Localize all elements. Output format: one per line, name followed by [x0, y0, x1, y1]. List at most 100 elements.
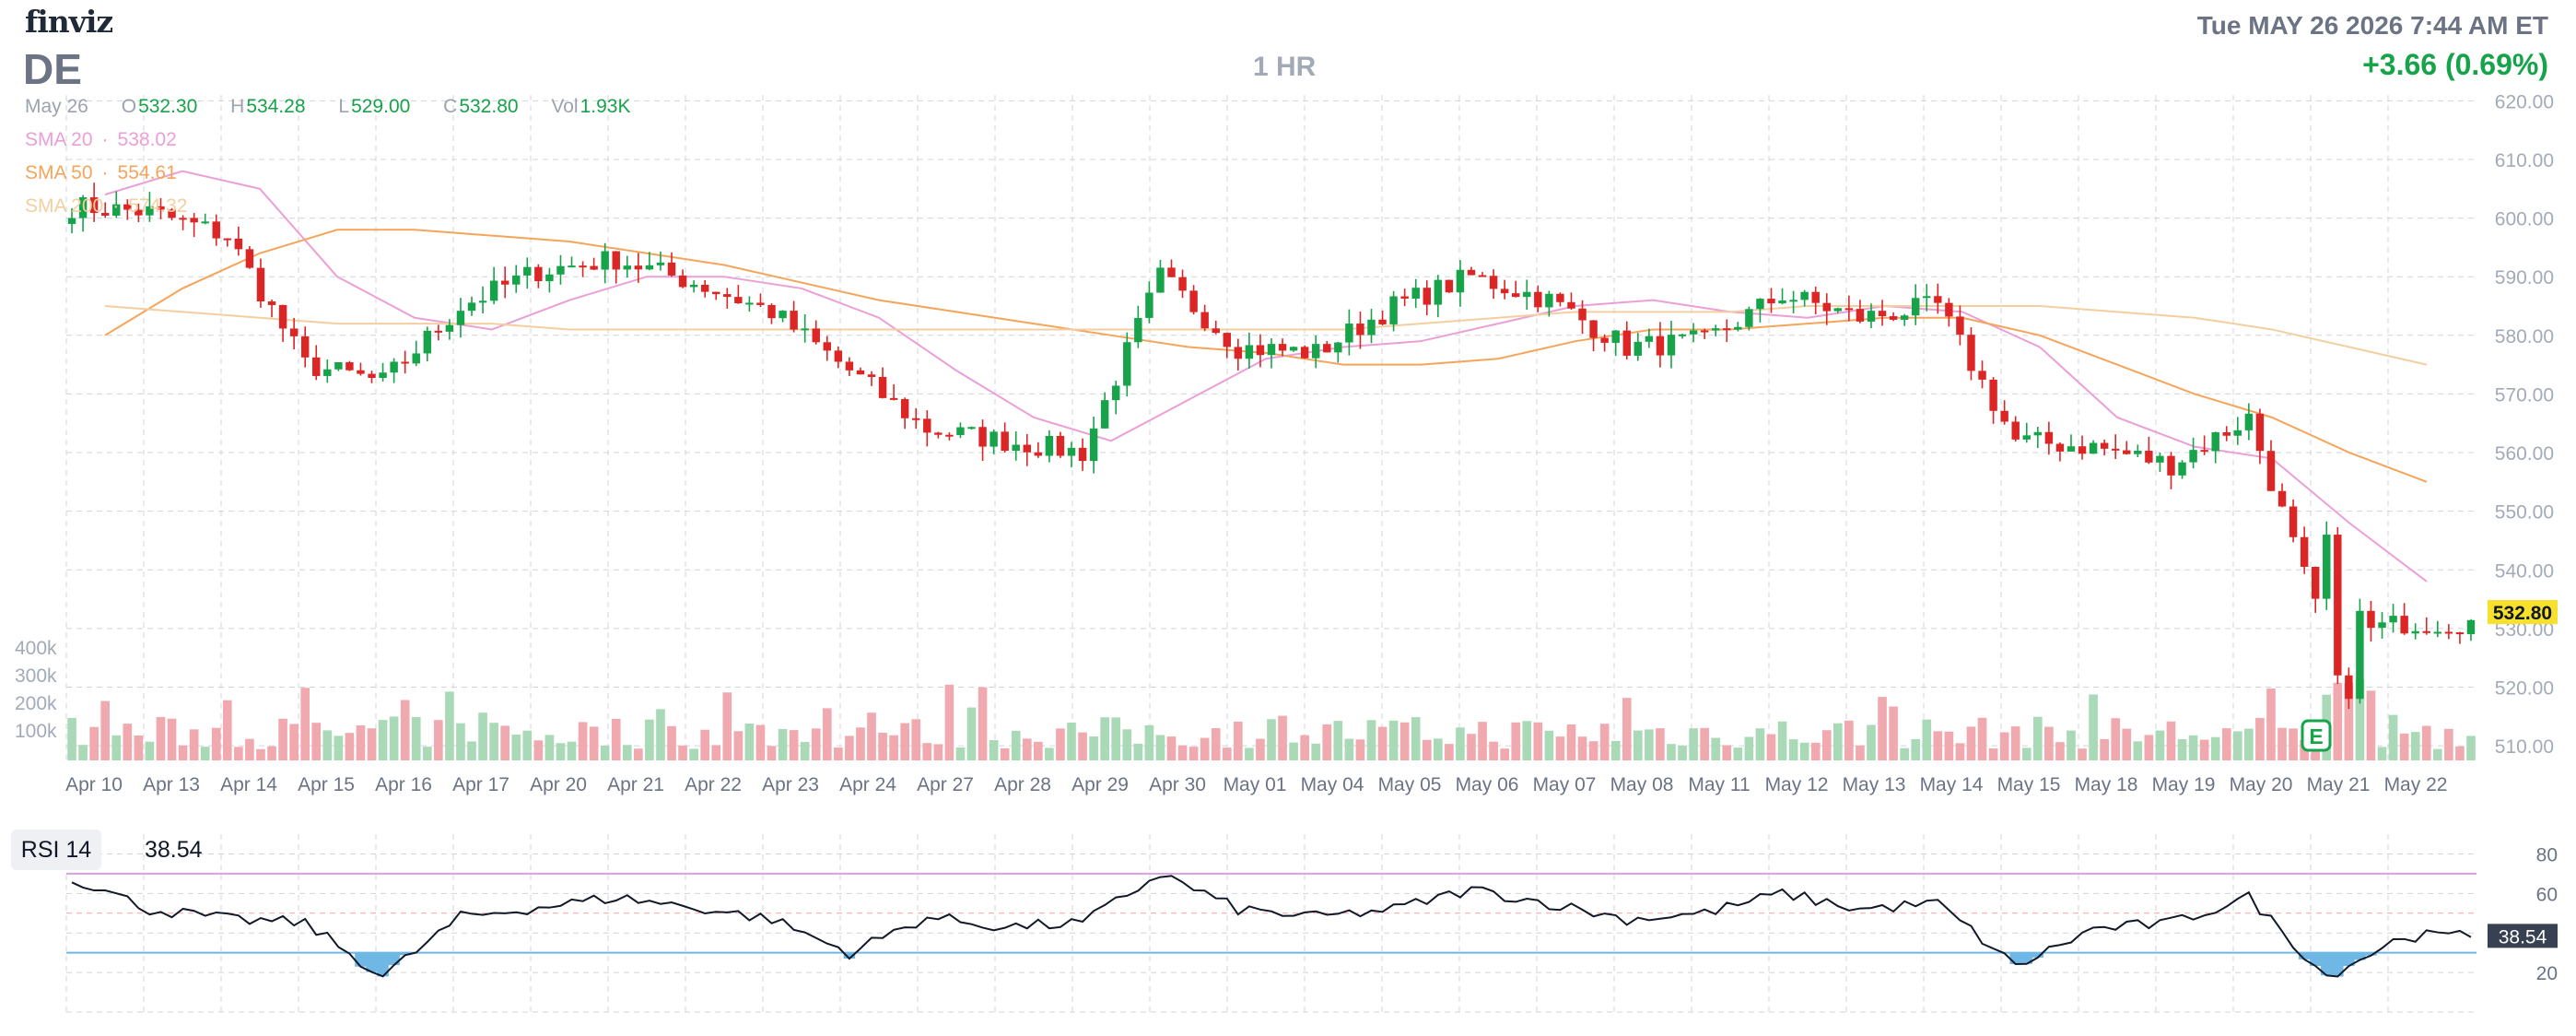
candle-body	[434, 330, 443, 333]
candle-body	[900, 399, 909, 418]
volume-bar	[2455, 746, 2465, 760]
candle	[945, 432, 954, 441]
volume-bar	[578, 722, 588, 760]
candle	[2233, 417, 2242, 445]
candle	[667, 252, 676, 277]
volume-bar	[389, 716, 399, 760]
volume-bar	[2044, 726, 2054, 760]
candle	[956, 422, 965, 439]
volume-bar	[1788, 739, 1798, 760]
candle	[1034, 441, 1043, 458]
candle-body	[712, 291, 720, 295]
x-tick-label: May 05	[1378, 774, 1442, 795]
sma20-legend[interactable]: SMA 20 · 538.02	[25, 129, 177, 150]
volume-bar	[1511, 722, 1521, 760]
volume-bar	[289, 724, 299, 760]
volume-bar	[356, 725, 366, 760]
volume-bar	[1355, 739, 1365, 760]
volume-bar	[1700, 727, 1709, 760]
candle	[323, 359, 332, 383]
volume-bar	[1588, 741, 1598, 760]
candle	[345, 360, 354, 371]
candle-body	[2011, 421, 2020, 440]
candle	[712, 291, 720, 300]
candle-body	[678, 275, 687, 288]
close-label: C	[443, 96, 458, 117]
candle	[2200, 435, 2208, 455]
candle	[2311, 566, 2320, 613]
candle	[1278, 338, 1287, 357]
volume-bar	[2366, 690, 2376, 760]
candle	[579, 261, 587, 277]
sma50-legend[interactable]: SMA 50 · 554.61	[25, 162, 177, 183]
volume-bar	[567, 741, 577, 760]
volume-bar	[2333, 682, 2343, 760]
candle-body	[1300, 347, 1309, 359]
volume-bar	[167, 718, 177, 760]
volume-bar	[989, 740, 999, 760]
candle-body	[179, 218, 187, 220]
candle	[1167, 259, 1176, 277]
candle	[1844, 295, 1854, 322]
volume-bar	[445, 691, 454, 760]
x-tick-label: Apr 13	[143, 774, 200, 795]
timeframe-label[interactable]: 1 HR	[1253, 52, 1317, 82]
candle	[1378, 310, 1387, 325]
volume-bar	[1878, 697, 1887, 760]
volume-bar	[1399, 722, 1410, 760]
candle	[1689, 323, 1698, 343]
candle	[745, 296, 754, 312]
volume-bar	[1322, 724, 1332, 760]
x-tick-label: Apr 23	[762, 774, 819, 795]
candle	[523, 257, 532, 289]
finviz-logo[interactable]: finviz	[25, 4, 113, 40]
candle-body	[478, 300, 487, 303]
volume-bar	[845, 736, 854, 760]
sma200-legend[interactable]: SMA 200 · 574.32	[25, 195, 188, 217]
candle-body	[1123, 342, 1131, 386]
candle-body	[556, 265, 565, 275]
candle-body	[2444, 631, 2453, 634]
volume-bar	[1022, 738, 1032, 760]
volume-bar	[2067, 730, 2076, 760]
candle-body	[1745, 309, 1753, 327]
candle-body	[2211, 432, 2219, 452]
candle	[212, 214, 220, 246]
volume-bar	[1689, 728, 1698, 760]
sma20-label: SMA 20	[25, 129, 93, 150]
candle	[1156, 259, 1165, 293]
x-tick-label: Apr 20	[530, 774, 587, 795]
candle-body	[1523, 291, 1531, 298]
candle-body	[423, 330, 432, 354]
candle	[1300, 345, 1309, 359]
rsi-label[interactable]: RSI 14	[11, 830, 101, 870]
candle-body	[2123, 450, 2131, 454]
candle-body	[912, 418, 920, 420]
volume-bar	[2166, 721, 2176, 760]
volume-bar	[1566, 724, 1576, 760]
open-value: 532.30	[138, 96, 198, 117]
candle-body	[2422, 630, 2430, 633]
candle	[334, 362, 343, 371]
volume-bar	[1222, 748, 1232, 760]
volume-bar	[1999, 732, 2009, 760]
high-label: H	[230, 96, 245, 117]
candle	[989, 429, 998, 454]
rsi-line	[71, 875, 2472, 978]
volume-tick-label: 300k	[15, 665, 57, 687]
volume-bar	[1478, 722, 1487, 760]
candle	[2356, 598, 2364, 704]
candle-body	[2455, 632, 2465, 635]
x-tick-label: Apr 16	[375, 774, 432, 795]
candle	[878, 367, 887, 399]
volume-bar	[755, 724, 766, 760]
candle	[2156, 452, 2164, 473]
candle-body	[2433, 631, 2442, 634]
volume-bar	[1122, 729, 1132, 760]
candle-body	[456, 311, 465, 325]
candle-body	[1312, 344, 1320, 359]
candle-body	[1734, 326, 1742, 330]
volume-bar	[1844, 720, 1854, 760]
volume-bar	[222, 700, 232, 760]
